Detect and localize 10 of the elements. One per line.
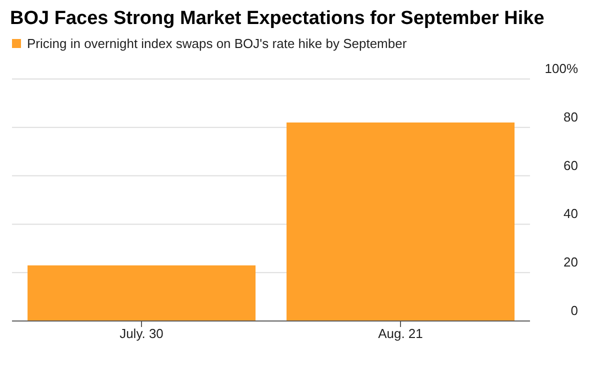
y-tick-label: 100% bbox=[544, 61, 578, 76]
legend-label: Pricing in overnight index swaps on BOJ's rate hike by September bbox=[27, 36, 407, 51]
y-tick-label: 20 bbox=[564, 254, 578, 270]
y-tick-label: 40 bbox=[564, 206, 578, 222]
y-tick-label: 80 bbox=[564, 109, 578, 124]
chart-title: BOJ Faces Strong Market Expectations for September Hike bbox=[10, 8, 546, 30]
y-tick-label: 0 bbox=[570, 303, 578, 318]
x-tick-label: July. 30 bbox=[120, 326, 164, 342]
y-tick-label: 60 bbox=[564, 158, 578, 173]
x-tick-label: Aug. 21 bbox=[378, 326, 423, 342]
